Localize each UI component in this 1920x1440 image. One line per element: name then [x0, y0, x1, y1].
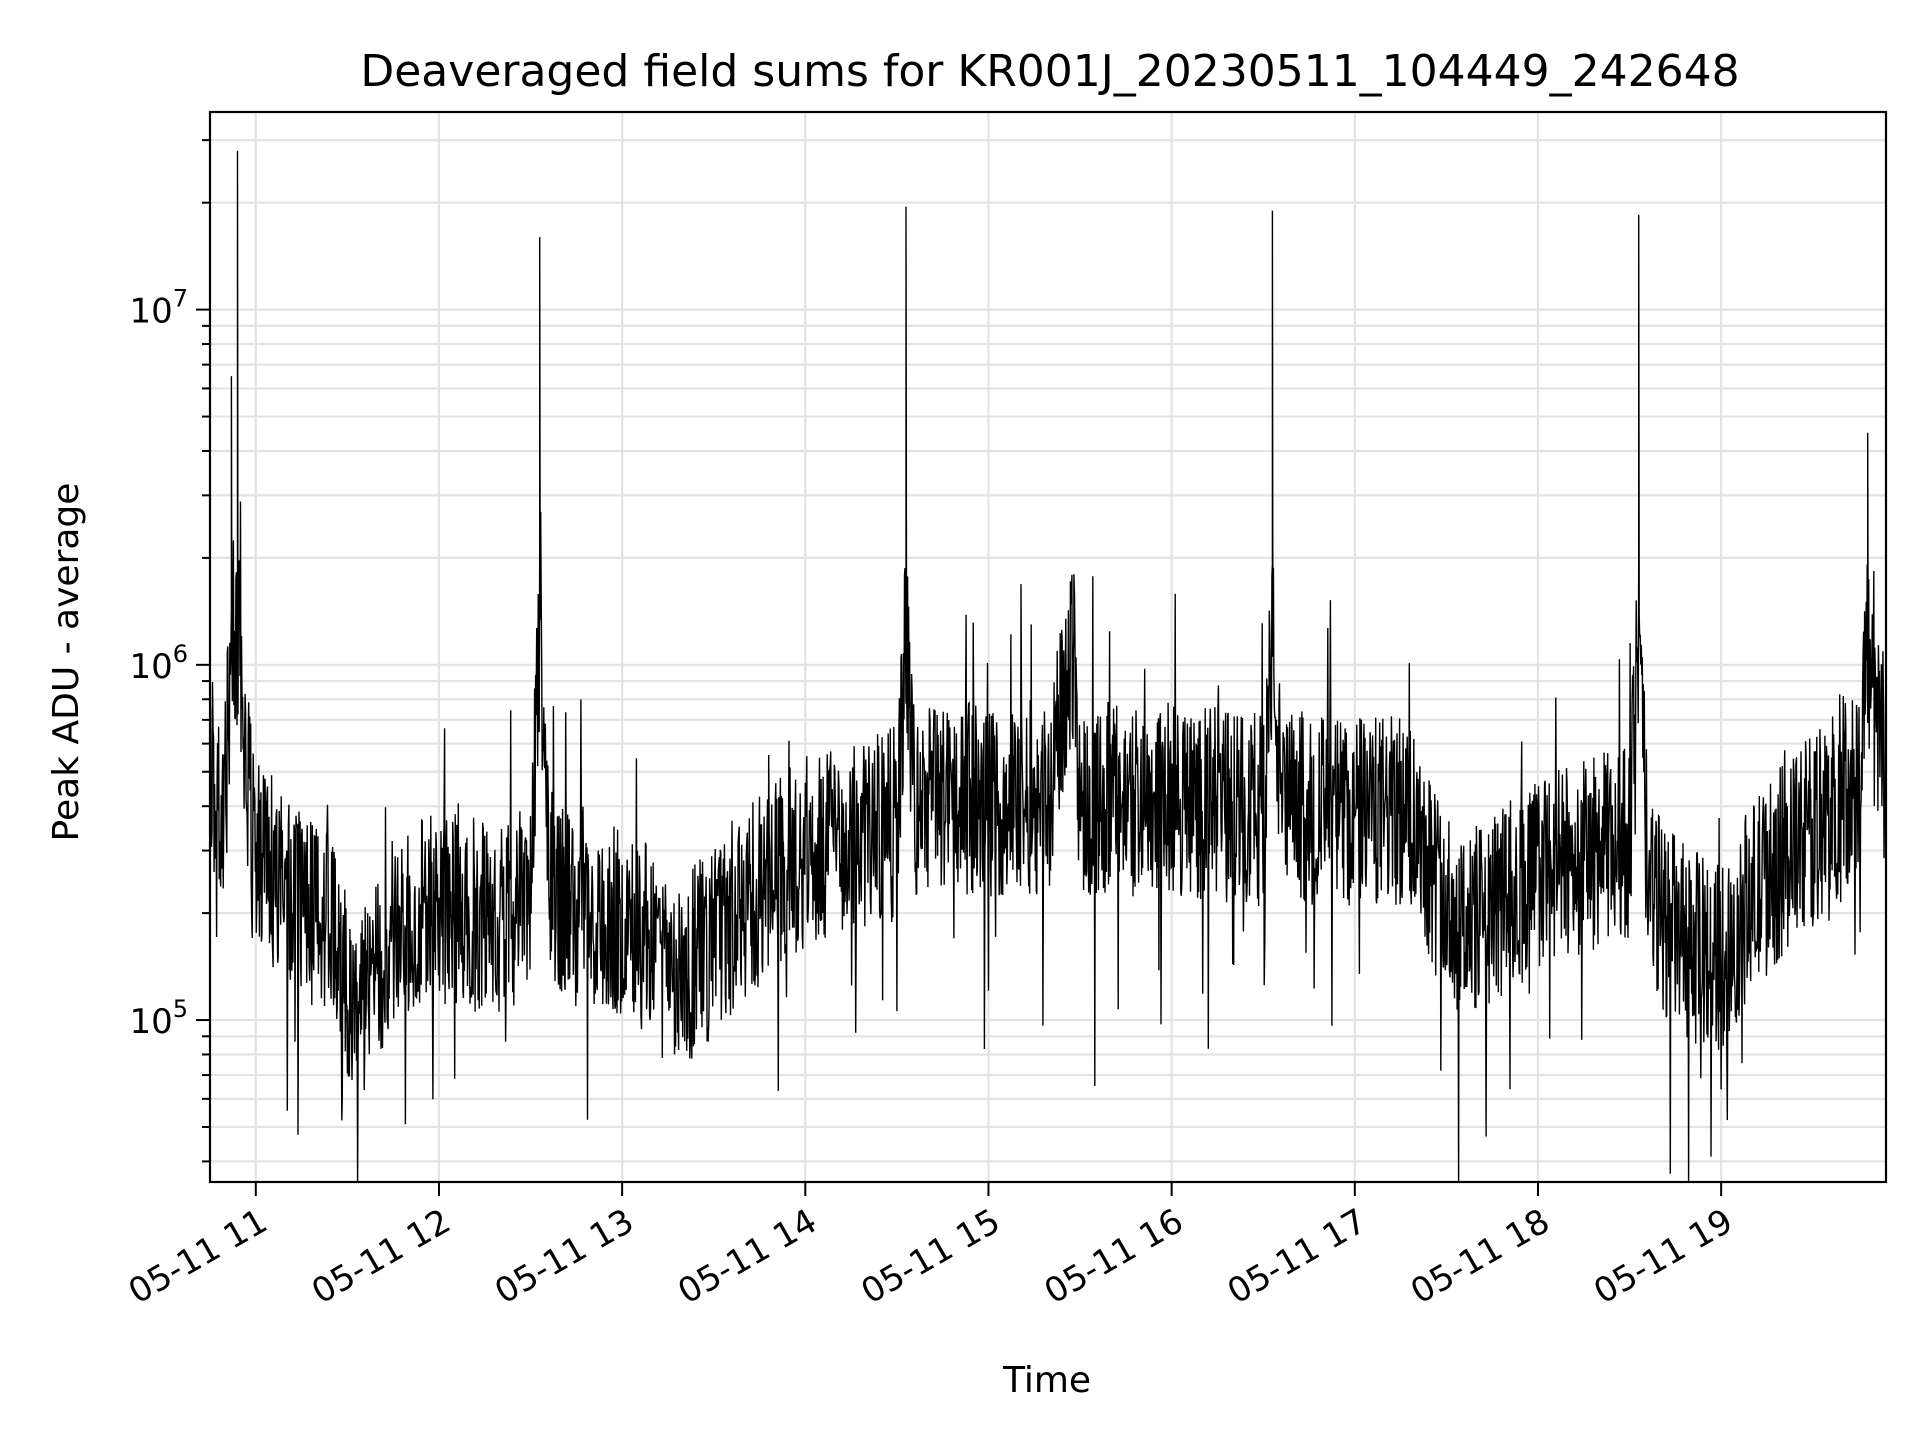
y-axis-label: Peak ADU - average — [46, 483, 87, 842]
y-axis-ticks: 105 106 107 — [129, 139, 210, 1163]
chart-title: Deaveraged field sums for KR001J_2023051… — [360, 46, 1739, 97]
y-tick-label: 106 — [129, 640, 188, 687]
y-tick-label: 107 — [129, 285, 188, 332]
series-line — [209, 150, 1887, 1183]
x-axis-label: Time — [1002, 1360, 1091, 1401]
y-tick-label: 105 — [129, 995, 188, 1042]
axes-frame — [208, 110, 1888, 1184]
data-series — [209, 150, 1887, 1183]
